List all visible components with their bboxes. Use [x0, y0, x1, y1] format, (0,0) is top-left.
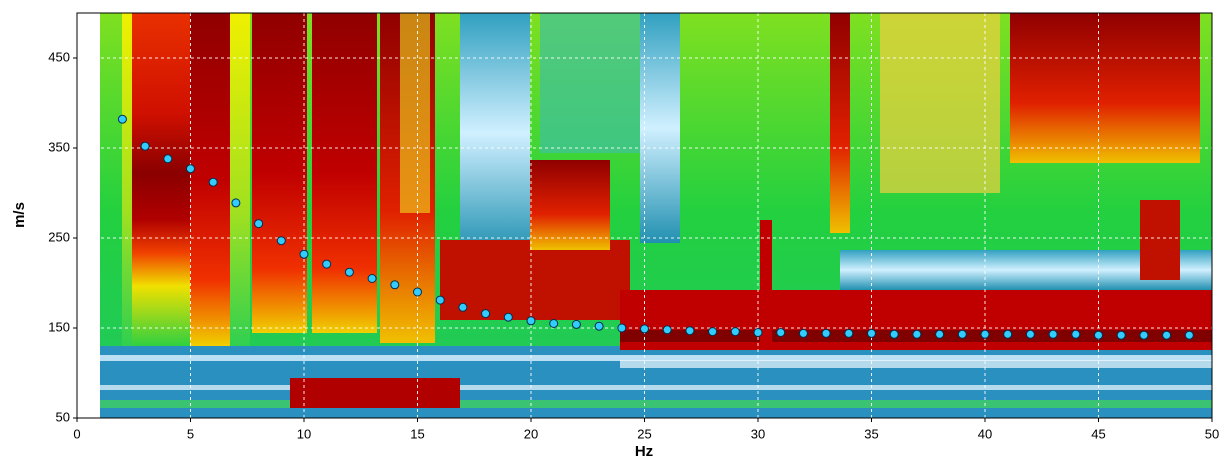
x-tick-label: 30	[751, 426, 765, 441]
point	[549, 319, 559, 328]
point	[254, 219, 264, 229]
x-tick-label: 5	[187, 426, 194, 441]
point	[617, 323, 627, 333]
point	[867, 328, 876, 338]
point	[526, 316, 536, 326]
point	[367, 274, 377, 283]
point	[708, 327, 718, 337]
y-tick-label: 450	[48, 49, 70, 64]
point	[571, 319, 581, 329]
point	[685, 326, 695, 336]
point	[186, 164, 195, 174]
x-tick-label: 15	[410, 426, 424, 441]
point	[390, 280, 400, 290]
x-tick-label: 0	[73, 426, 80, 441]
point	[208, 177, 218, 187]
heatmap	[77, 13, 1212, 418]
x-tick-label: 10	[297, 426, 311, 441]
point	[1003, 329, 1013, 339]
point	[798, 328, 808, 338]
x-tick-label: 50	[1205, 426, 1219, 441]
y-tick-label: 50	[56, 409, 70, 424]
point	[1094, 330, 1103, 340]
point	[322, 259, 332, 269]
point	[1162, 330, 1172, 340]
point	[844, 328, 854, 338]
point	[730, 327, 740, 337]
point	[276, 236, 286, 246]
point	[889, 329, 899, 339]
point	[1071, 329, 1081, 339]
point	[117, 114, 127, 124]
y-tick-label: 350	[48, 139, 70, 154]
point	[503, 312, 513, 322]
points	[117, 114, 1194, 340]
point	[935, 329, 945, 339]
x-tick-label: 45	[1091, 426, 1105, 441]
point	[481, 309, 491, 319]
x-axis-title: Hz	[635, 443, 653, 460]
point	[912, 329, 922, 339]
point	[594, 321, 604, 331]
y-tick-label: 150	[48, 319, 70, 334]
x-tick-label: 35	[864, 426, 878, 441]
y-axis-title: m/s	[11, 202, 28, 228]
point	[413, 287, 422, 297]
y-tick-label: 250	[48, 229, 70, 244]
point	[1139, 330, 1149, 340]
x-tick-label: 25	[637, 426, 651, 441]
point	[662, 325, 672, 335]
point	[458, 302, 468, 312]
x-tick-label: 20	[524, 426, 538, 441]
point	[1025, 329, 1035, 339]
point	[344, 267, 354, 277]
point	[435, 295, 445, 305]
point	[640, 324, 649, 334]
x-tick-label: 40	[978, 426, 992, 441]
point	[776, 328, 786, 337]
point	[957, 329, 967, 339]
point	[753, 328, 763, 337]
point	[980, 329, 990, 339]
point	[1048, 329, 1058, 339]
point	[231, 198, 241, 208]
point	[163, 154, 173, 164]
point	[299, 249, 309, 259]
point	[1116, 330, 1126, 340]
point	[821, 328, 831, 338]
point	[1184, 330, 1194, 340]
point	[140, 141, 150, 151]
